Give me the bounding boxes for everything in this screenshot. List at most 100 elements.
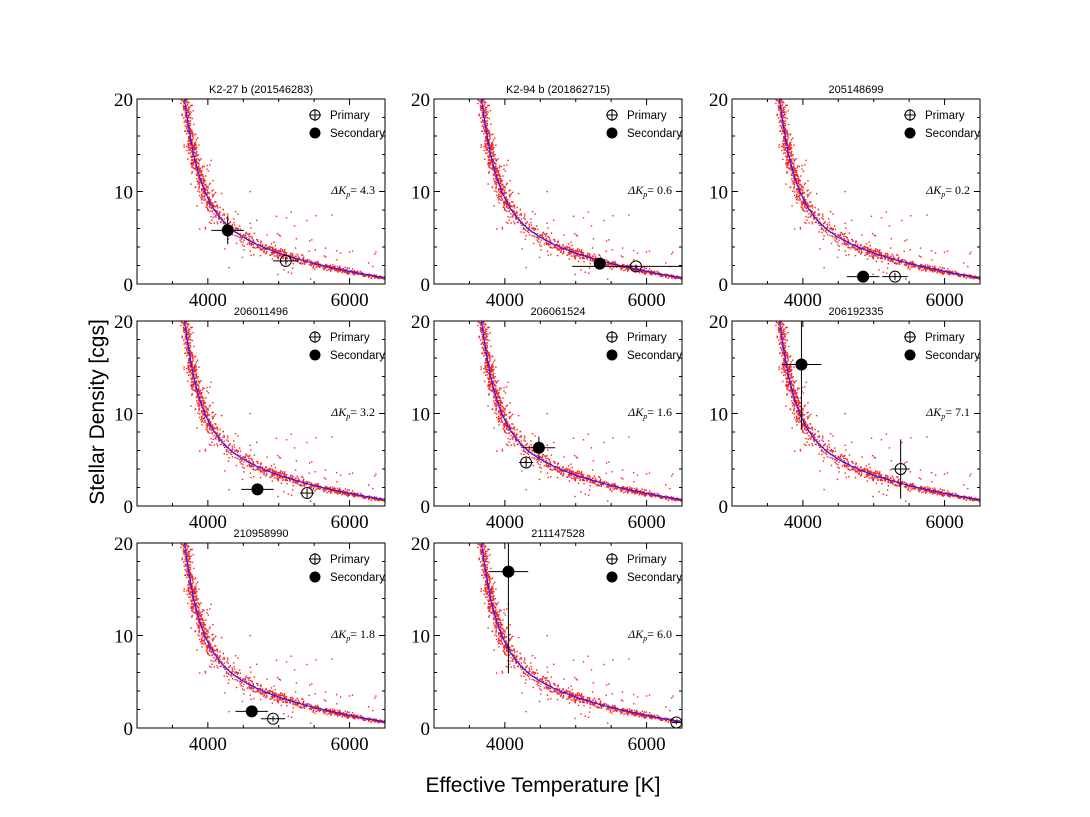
scatter-point [199, 171, 201, 173]
scatter-point [520, 214, 523, 216]
scatter-point [189, 120, 192, 122]
scatter-point [793, 167, 795, 169]
y-tick-label: 20 [709, 90, 728, 111]
scatter-point [228, 266, 230, 269]
legend-secondary-marker [904, 127, 916, 139]
scatter-point [190, 142, 192, 144]
scatter-point [223, 435, 225, 437]
scatter-point [509, 205, 511, 208]
scatter-point [845, 227, 847, 229]
scatter-point [226, 435, 229, 437]
scatter-point [776, 113, 778, 115]
scatter-point [503, 205, 505, 207]
scatter-point [258, 243, 260, 246]
scatter-point [368, 497, 370, 499]
scatter-point [206, 189, 209, 192]
scatter-point [216, 426, 218, 428]
scatter-point [537, 241, 539, 243]
scatter-point [250, 227, 252, 229]
scatter-point [546, 190, 548, 193]
scatter-point [271, 252, 273, 254]
scatter-point [575, 234, 577, 236]
scatter-point [649, 272, 651, 275]
scatter-point [512, 210, 515, 212]
scatter-point [185, 113, 187, 116]
scatter-point [204, 411, 207, 413]
scatter-point [782, 152, 785, 154]
scatter-point [218, 440, 220, 442]
scatter-point [361, 496, 363, 498]
scatter-point [219, 433, 221, 435]
scatter-point [478, 114, 480, 117]
scatter-point [236, 457, 238, 459]
scatter-point [823, 266, 825, 269]
scatter-point [350, 492, 353, 494]
scatter-point [228, 488, 230, 491]
scatter-point [180, 321, 183, 323]
scatter-point [317, 483, 319, 486]
scatter-point [778, 117, 780, 119]
scatter-point [492, 169, 495, 171]
scatter-point [812, 213, 815, 215]
scatter-point [249, 235, 252, 238]
scatter-point [795, 170, 797, 172]
scatter-point [251, 459, 253, 461]
scatter-point [484, 114, 486, 116]
scatter-point [591, 259, 594, 261]
scatter-point [248, 238, 250, 240]
scatter-point [547, 227, 549, 229]
scatter-point [828, 224, 831, 226]
scatter-point [197, 405, 199, 407]
scatter-point [590, 225, 593, 227]
scatter-point [265, 470, 267, 472]
scatter-point [578, 249, 581, 251]
scatter-point [898, 263, 901, 265]
scatter-point [562, 252, 564, 255]
scatter-point [786, 104, 788, 107]
scatter-point [187, 380, 189, 383]
scatter-point [796, 174, 798, 177]
scatter-point [782, 158, 784, 161]
scatter-point [863, 246, 865, 248]
scatter-point [567, 243, 570, 245]
scatter-point [192, 110, 194, 112]
scatter-point [844, 190, 846, 193]
scatter-point [887, 254, 889, 256]
scatter-point [203, 403, 205, 405]
scatter-point [804, 203, 806, 206]
scatter-point [836, 256, 839, 259]
scatter-point [482, 119, 484, 121]
scatter-point [835, 238, 838, 240]
primary-star [572, 260, 682, 273]
scatter-point [191, 117, 193, 120]
scatter-point [189, 369, 191, 371]
scatter-point [265, 474, 268, 476]
scatter-point [183, 330, 185, 333]
scatter-point [332, 486, 334, 488]
scatter-point [214, 215, 216, 218]
scatter-point [810, 191, 812, 194]
scatter-point [565, 245, 568, 248]
scatter-point [191, 166, 193, 168]
scatter-point [516, 206, 518, 209]
scatter-point [273, 241, 275, 243]
scatter-point [319, 488, 321, 490]
scatter-point [814, 206, 816, 209]
scatter-point [913, 265, 915, 268]
scatter-point [800, 202, 803, 204]
scatter-point [781, 129, 783, 131]
scatter-point [251, 458, 253, 460]
scatter-point [790, 152, 792, 154]
scatter-point [531, 227, 533, 229]
scatter-point [259, 476, 262, 479]
scatter-point [259, 471, 262, 473]
scatter-point [574, 255, 576, 258]
scatter-point [781, 123, 783, 126]
scatter-point [184, 328, 186, 331]
scatter-point [499, 191, 501, 193]
scatter-point [491, 133, 494, 135]
scatter-point [284, 479, 287, 481]
scatter-point [884, 257, 886, 260]
x-tick-label: 4000 [486, 290, 524, 311]
scatter-point [203, 165, 205, 168]
